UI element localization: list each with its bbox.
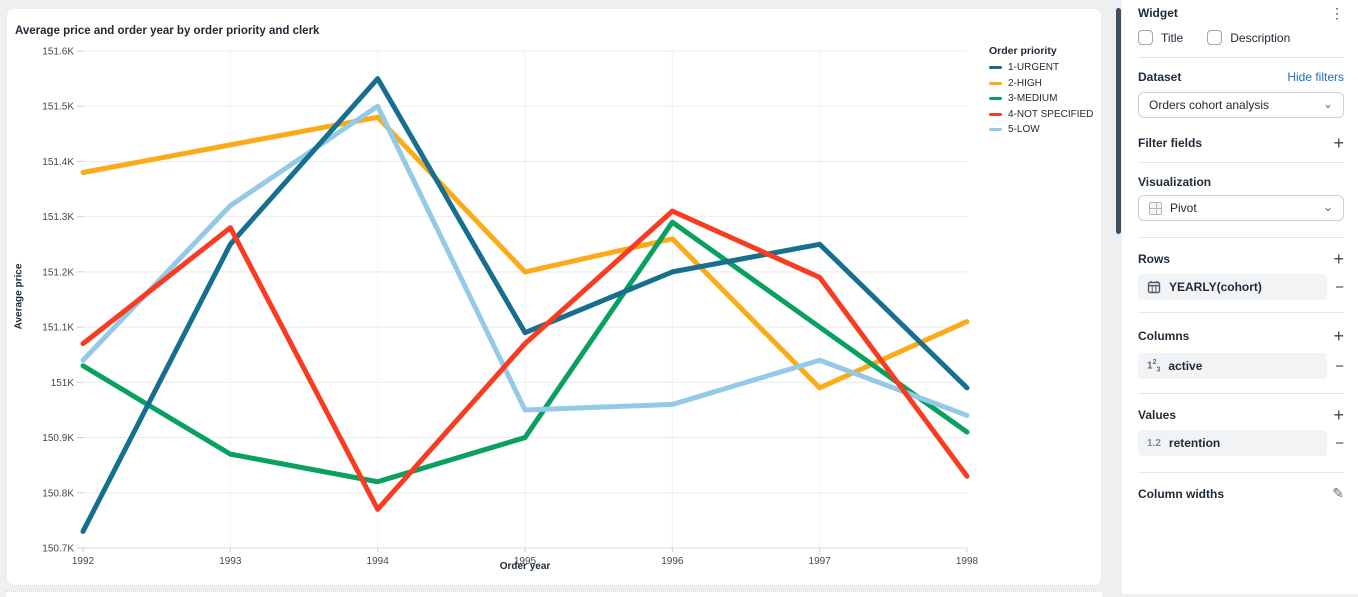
column-widths-heading: Column widths	[1138, 486, 1224, 501]
svg-text:1995: 1995	[514, 556, 537, 567]
next-widget-card-edge	[6, 591, 1102, 597]
title-checkbox[interactable]	[1138, 30, 1153, 45]
svg-text:1992: 1992	[72, 556, 95, 567]
rows-field-label: YEARLY(cohort)	[1169, 280, 1262, 294]
divider	[1138, 472, 1344, 473]
svg-text:1998: 1998	[956, 556, 979, 567]
line-chart[interactable]: 151.6K 151.5K 151.4K 151.3K 151.2K 151.1K 151K…	[7, 9, 1103, 587]
pivot-grid-icon	[1149, 201, 1162, 215]
legend-title: Order priority	[989, 45, 1057, 57]
svg-text:150.8K: 150.8K	[42, 488, 74, 499]
values-field-label: retention	[1168, 436, 1221, 450]
x-axis-label: Order year	[499, 561, 551, 572]
legend-swatch	[989, 66, 1002, 69]
divider	[1138, 162, 1344, 163]
description-checkbox-label: Description	[1230, 30, 1291, 45]
legend-item[interactable]: 2-HIGH	[989, 78, 1101, 89]
divider	[1138, 57, 1344, 58]
visualization-selected-value: Pivot	[1170, 201, 1197, 215]
legend-item[interactable]: 4-NOT SPECIFIED	[989, 109, 1101, 120]
calendar-icon	[1147, 281, 1161, 294]
svg-text:151.3K: 151.3K	[42, 212, 74, 223]
columns-field-pill[interactable]: 123 active	[1138, 353, 1328, 379]
values-field-pill[interactable]: 1.2 retention	[1138, 430, 1328, 456]
svg-text:151.2K: 151.2K	[42, 267, 74, 278]
chart-widget-card[interactable]: Average price and order year by order pr…	[6, 8, 1102, 586]
legend-swatch	[989, 112, 1002, 116]
svg-text:151.1K: 151.1K	[42, 323, 74, 334]
legend-item[interactable]: 3-MEDIUM	[989, 93, 1101, 104]
rows-heading: Rows	[1138, 252, 1171, 266]
remove-value-button[interactable]: −	[1335, 434, 1344, 452]
visualization-heading: Visualization	[1138, 175, 1212, 189]
svg-text:150.9K: 150.9K	[42, 433, 74, 444]
chevron-down-icon: ⌄	[1322, 97, 1333, 112]
legend-label: 3-MEDIUM	[1008, 93, 1058, 104]
edit-column-widths-icon[interactable]: ✎	[1332, 485, 1344, 501]
legend-item[interactable]: 5-LOW	[989, 124, 1101, 135]
svg-text:151K: 151K	[51, 378, 75, 389]
number-field-icon: 123	[1147, 358, 1161, 374]
title-checkbox-label: Title	[1161, 30, 1184, 45]
decimal-field-icon: 1.2	[1147, 437, 1161, 449]
chevron-down-icon: ⌄	[1322, 200, 1333, 215]
kebab-menu-icon[interactable]: ⋮	[1330, 5, 1344, 21]
remove-row-button[interactable]: −	[1335, 278, 1344, 296]
legend-swatch	[989, 97, 1002, 100]
legend-item[interactable]: 1-URGENT	[989, 62, 1101, 73]
add-column-button[interactable]: +	[1333, 326, 1344, 346]
rows-field-pill[interactable]: YEARLY(cohort)	[1138, 274, 1328, 300]
legend-label: 4-NOT SPECIFIED	[1008, 108, 1094, 120]
svg-text:1993: 1993	[219, 556, 242, 567]
remove-column-button[interactable]: −	[1335, 357, 1344, 375]
divider	[1138, 312, 1344, 313]
sidebar-scrollbar[interactable]	[1116, 8, 1121, 234]
add-value-button[interactable]: +	[1333, 405, 1344, 425]
chart-title: Average price and order year by order pr…	[15, 25, 320, 37]
dataset-selected-value: Orders cohort analysis	[1149, 98, 1270, 112]
widget-settings-panel: Widget ⋮ Title Description Dataset Hide …	[1122, 0, 1358, 594]
dataset-heading: Dataset	[1138, 70, 1182, 84]
dataset-select[interactable]: Orders cohort analysis ⌄	[1138, 92, 1344, 118]
svg-text:151.6K: 151.6K	[42, 47, 74, 58]
svg-text:151.5K: 151.5K	[42, 102, 74, 113]
add-row-button[interactable]: +	[1333, 249, 1344, 269]
svg-text:151.4K: 151.4K	[42, 157, 74, 168]
description-checkbox[interactable]	[1207, 30, 1223, 45]
legend-label: 5-LOW	[1008, 124, 1040, 135]
legend-label: 2-HIGH	[1008, 77, 1042, 89]
hide-filters-link[interactable]: Hide filters	[1287, 70, 1344, 84]
filter-fields-heading: Filter fields	[1138, 136, 1203, 150]
columns-heading: Columns	[1138, 329, 1190, 343]
visualization-select[interactable]: Pivot ⌄	[1138, 195, 1344, 221]
svg-text:1994: 1994	[367, 556, 390, 567]
svg-text:150.7K: 150.7K	[42, 544, 74, 555]
y-axis-label: Average price	[13, 263, 25, 330]
legend-swatch	[989, 128, 1002, 131]
chart-legend: Order priority 1-URGENT 2-HIGH 3-MEDIUM 4-N…	[989, 45, 1101, 140]
svg-text:1996: 1996	[661, 556, 684, 567]
panel-title: Widget	[1138, 6, 1178, 20]
columns-field-label: active	[1168, 359, 1203, 373]
values-heading: Values	[1138, 408, 1177, 422]
divider	[1138, 393, 1344, 394]
legend-swatch	[989, 81, 1002, 85]
divider	[1138, 237, 1344, 238]
add-filter-field-button[interactable]: +	[1333, 133, 1344, 153]
svg-text:1997: 1997	[809, 556, 832, 567]
legend-label: 1-URGENT	[1008, 62, 1060, 73]
